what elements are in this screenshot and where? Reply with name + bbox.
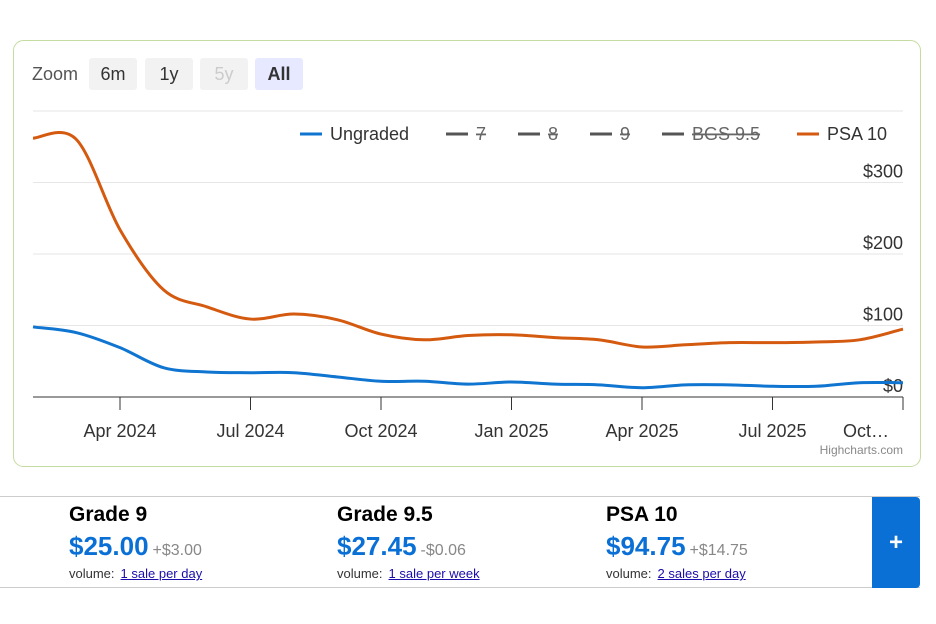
price: $94.75	[606, 531, 686, 561]
price-row: $27.45 -$0.06	[337, 531, 480, 562]
volume-label: volume:	[606, 566, 652, 581]
volume-label: volume:	[69, 566, 115, 581]
volume-row: volume: 2 sales per day	[606, 566, 748, 581]
y-tick-label: $300	[863, 161, 903, 181]
volume-link[interactable]: 1 sale per week	[388, 566, 480, 581]
price-row: $25.00 +$3.00	[69, 531, 202, 562]
price: $25.00	[69, 531, 149, 561]
series-line	[32, 325, 904, 390]
x-tick-label: Jan 2025	[474, 421, 548, 441]
price-change: +$3.00	[152, 542, 202, 559]
price-change: +$14.75	[689, 542, 748, 559]
zoom-button-label[interactable]: 1y	[159, 64, 178, 84]
grade-card: Grade 9.5 $27.45 -$0.06 volume: 1 sale per w…	[337, 503, 480, 581]
grade-card: PSA 10 $94.75 +$14.75 volume: 2 sales per da…	[606, 503, 748, 581]
volume-link[interactable]: 2 sales per day	[657, 566, 746, 581]
y-tick-label: $100	[863, 304, 903, 324]
zoom-button[interactable]	[255, 58, 303, 90]
credits[interactable]: Highcharts.com	[820, 443, 903, 457]
y-tick-label: $0	[883, 376, 903, 396]
legend-label[interactable]: Ungraded	[330, 124, 409, 144]
legend-label[interactable]: 9	[620, 124, 630, 144]
legend-label[interactable]: 7	[476, 124, 486, 144]
zoom-label: Zoom	[32, 64, 78, 84]
x-tick-label: Oct…	[843, 421, 889, 441]
grade-title: Grade 9.5	[337, 503, 433, 526]
volume-row: volume: 1 sale per day	[69, 566, 202, 581]
price-row: $94.75 +$14.75	[606, 531, 748, 562]
legend-label[interactable]: PSA 10	[827, 124, 887, 144]
zoom-button[interactable]	[145, 58, 193, 90]
x-tick-label: Apr 2025	[605, 421, 678, 441]
more-button[interactable]: +	[872, 497, 920, 588]
y-tick-label: $200	[863, 233, 903, 253]
zoom-button[interactable]	[89, 58, 137, 90]
series-line	[32, 131, 904, 349]
x-tick-label: Jul 2025	[738, 421, 806, 441]
zoom-button-label[interactable]: 5y	[214, 64, 233, 84]
chart: Zoom Highcharts.com 6m 1y 5y All $0 $100 $200 $…	[13, 40, 921, 467]
grade-card: Grade 9 $25.00 +$3.00 volume: 1 sale per day	[69, 503, 202, 581]
zoom-button-label[interactable]: All	[267, 64, 290, 84]
volume-row: volume: 1 sale per week	[337, 566, 480, 581]
grade-panel: + Grade 9 $25.00 +$3.00 volume: 1 sale per d…	[0, 496, 920, 588]
legend-label[interactable]: BGS 9.5	[692, 124, 760, 144]
x-tick-label: Oct 2024	[344, 421, 417, 441]
price-change: -$0.06	[420, 542, 466, 559]
volume-label: volume:	[337, 566, 383, 581]
grade-title: Grade 9	[69, 503, 148, 526]
zoom-button-label[interactable]: 6m	[100, 64, 125, 84]
x-tick-label: Apr 2024	[83, 421, 156, 441]
volume-link[interactable]: 1 sale per day	[120, 566, 203, 581]
x-tick-label: Jul 2024	[216, 421, 284, 441]
zoom-button[interactable]	[200, 58, 248, 90]
price: $27.45	[337, 531, 417, 561]
grade-title: PSA 10	[606, 503, 678, 526]
legend-label[interactable]: 8	[548, 124, 558, 144]
